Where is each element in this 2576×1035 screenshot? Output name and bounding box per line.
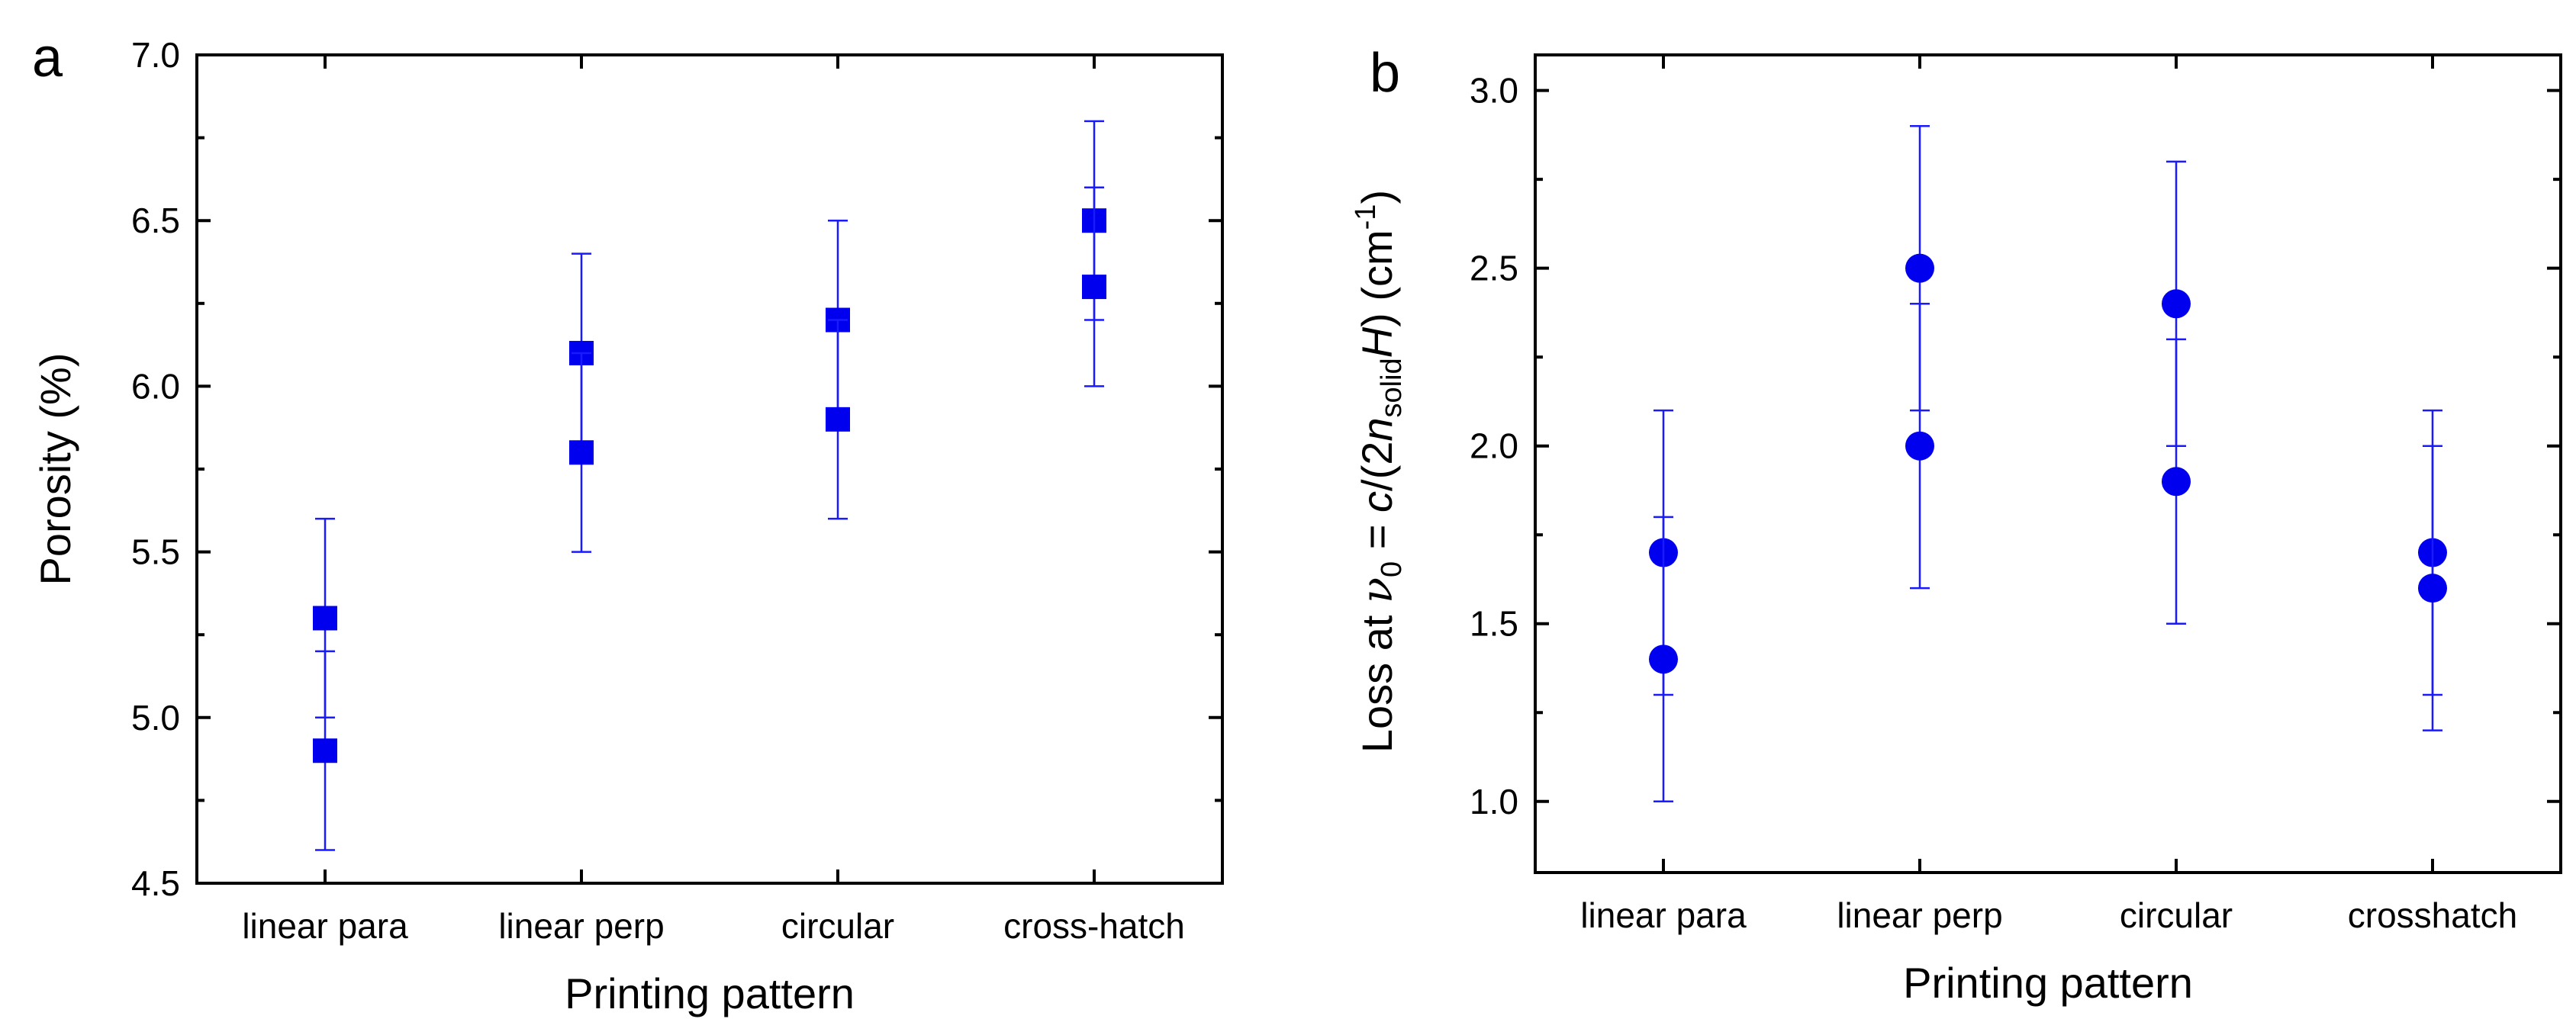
data-point-square — [313, 606, 337, 631]
panel-b-x-axis-title: Printing pattern — [1903, 959, 2193, 1007]
data-point-circle — [2162, 289, 2191, 319]
panel-b-plot-frame — [1534, 53, 2562, 874]
data-point-square — [1082, 275, 1106, 300]
panel-b: b Printing pattern Loss at ν0 = c/(2nsol… — [1350, 43, 2562, 1007]
y-tick-label: 2.0 — [1470, 426, 1518, 466]
x-tick-label: circular — [2120, 895, 2233, 935]
data-point-circle — [1905, 431, 1934, 461]
y-tick-label: 7.0 — [131, 35, 180, 75]
y-tick-label: 6.0 — [131, 366, 180, 406]
panel-a-plot-frame — [195, 53, 1224, 885]
x-tick-label: cross-hatch — [1003, 906, 1185, 946]
y-tick-label: 1.0 — [1470, 782, 1518, 821]
data-point-square — [826, 407, 850, 432]
panel-a-x-axis-title: Printing pattern — [565, 969, 855, 1017]
x-tick-label: linear perp — [498, 906, 664, 946]
y-tick-label: 2.5 — [1470, 249, 1518, 288]
x-tick-label: linear perp — [1837, 895, 2002, 935]
panel-a-y-axis-title: Porosity (%) — [31, 353, 79, 586]
x-tick-label: crosshatch — [2348, 895, 2517, 935]
panel-a: a Printing pattern Porosity (%) linear p… — [31, 27, 1224, 1017]
y-tick-label: 4.5 — [131, 863, 180, 903]
data-point-square — [569, 440, 594, 465]
data-point-circle — [2162, 467, 2191, 497]
data-point-circle — [1649, 644, 1678, 674]
data-point-square — [313, 738, 337, 763]
y-tick-label: 3.0 — [1470, 71, 1518, 111]
y-tick-label: 5.5 — [131, 532, 180, 572]
y-tick-label: 6.5 — [131, 201, 180, 240]
data-point-circle — [2418, 574, 2447, 603]
panel-b-y-axis-title: Loss at ν0 = c/(2nsolidH) (cm-1) — [1350, 190, 1408, 753]
x-tick-label: linear para — [1580, 895, 1747, 935]
panel-a-letter: a — [32, 27, 63, 88]
y-tick-label: 5.0 — [131, 698, 180, 738]
y-tick-label: 1.5 — [1470, 604, 1518, 644]
x-tick-label: circular — [781, 906, 894, 946]
data-point-circle — [1905, 253, 1934, 283]
panel-b-letter: b — [1370, 43, 1400, 104]
x-tick-label: linear para — [242, 906, 408, 946]
